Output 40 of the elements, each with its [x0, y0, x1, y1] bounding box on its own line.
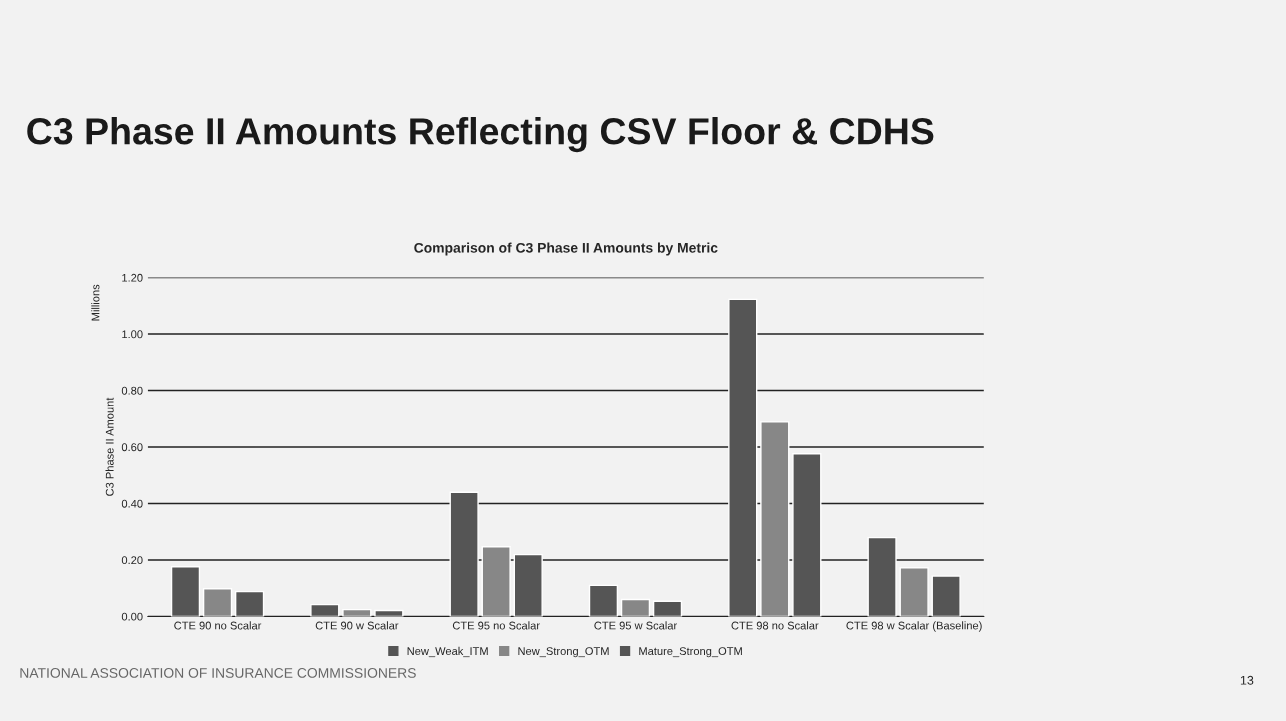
y-tick-label: 0.80 [121, 386, 143, 395]
y-tick-label: 1.00 [122, 330, 143, 339]
bar [728, 298, 758, 617]
bar [760, 421, 790, 617]
bar [342, 608, 372, 617]
bar [310, 603, 340, 617]
bar [867, 536, 897, 617]
bar [620, 598, 651, 617]
chart-title: C3 Phase II Amounts Reflecting CSV Floor & CDHS [27, 117, 934, 153]
bar [652, 600, 683, 617]
y-tick-label: 0.00 [121, 612, 143, 621]
bar [588, 584, 619, 617]
bar [481, 546, 511, 617]
bar [513, 553, 543, 617]
legend-label: Mature_Strong_OTM [639, 647, 742, 658]
legend-label: New_Weak_ITM [407, 646, 488, 658]
y-tick-label: 1.20 [122, 273, 143, 282]
y-tick-label: 0.40 [121, 499, 143, 508]
text: 13 [1240, 675, 1254, 685]
x-tick-label: CTE 95 w Scalar [594, 621, 677, 630]
x-tick-label: CTE 90 w Scalar [315, 621, 399, 630]
bar [234, 590, 265, 617]
bar [170, 566, 201, 617]
bar [374, 609, 404, 617]
text: NATIONAL ASSOCIATION OF INSURANCE COMMISSIONERS [20, 668, 416, 678]
y-axis-title: C3 Phase II Amount [105, 397, 114, 496]
y-tick-label: 0.20 [121, 556, 143, 565]
x-tick-label: CTE 98 no Scalar [731, 621, 819, 630]
bar [792, 453, 822, 617]
x-tick-label: CTE 98 w Scalar (Baseline) [846, 621, 982, 632]
y-tick-label: 0.60 [121, 443, 143, 452]
bar [899, 567, 929, 617]
bar [931, 575, 961, 617]
x-tick-label: CTE 90 no Scalar [174, 621, 262, 630]
bar [449, 491, 479, 617]
x-tick-label: CTE 95 no Scalar [452, 621, 540, 630]
legend-label: New_Strong_OTM [518, 647, 609, 658]
bar [202, 588, 233, 617]
text: Millions [91, 284, 100, 321]
chart-subtitle: Comparison of C3 Phase II Amounts by Metric [414, 242, 718, 256]
